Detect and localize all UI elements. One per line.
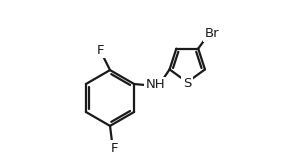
Text: F: F (110, 142, 118, 155)
Text: S: S (183, 77, 191, 90)
Text: F: F (97, 44, 105, 57)
Text: Br: Br (205, 27, 219, 40)
Text: NH: NH (145, 78, 165, 91)
